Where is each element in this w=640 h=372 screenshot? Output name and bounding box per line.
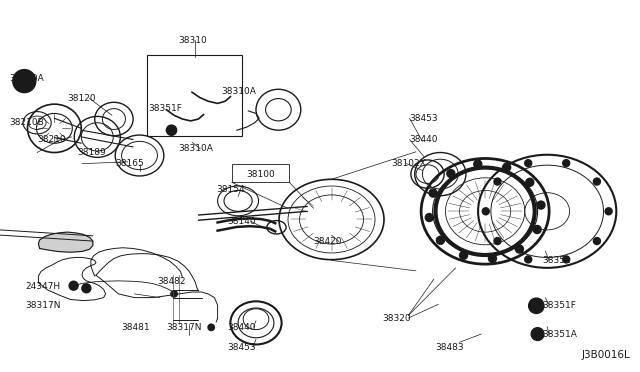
Text: 38100: 38100 [246, 170, 275, 179]
Circle shape [605, 208, 612, 215]
Text: 38310A: 38310A [221, 87, 255, 96]
Text: 38154: 38154 [216, 185, 245, 194]
Text: 38210: 38210 [37, 135, 66, 144]
Circle shape [502, 163, 511, 171]
Text: 38210B: 38210B [9, 118, 44, 127]
Circle shape [474, 160, 482, 168]
Polygon shape [38, 232, 93, 252]
Circle shape [82, 284, 91, 293]
Circle shape [563, 160, 570, 167]
Text: 38351A: 38351A [543, 330, 577, 339]
Circle shape [13, 70, 36, 93]
Circle shape [494, 238, 501, 244]
Text: 38351F: 38351F [148, 105, 182, 113]
Circle shape [426, 214, 433, 221]
Text: 38482: 38482 [157, 278, 186, 286]
Circle shape [494, 178, 501, 185]
Text: 38440: 38440 [410, 135, 438, 144]
Bar [147, 55, 242, 136]
Circle shape [429, 189, 437, 197]
Text: 38165: 38165 [115, 159, 144, 168]
Text: 38189: 38189 [77, 148, 106, 157]
Text: 38310A: 38310A [178, 144, 212, 153]
Text: 38351: 38351 [543, 256, 572, 265]
Circle shape [488, 254, 497, 263]
Text: 38420: 38420 [314, 237, 342, 246]
Circle shape [460, 251, 468, 259]
Text: 38453: 38453 [227, 343, 256, 352]
Text: 38440: 38440 [227, 323, 256, 332]
Text: J3B0016L: J3B0016L [581, 350, 630, 360]
Circle shape [447, 170, 455, 177]
Circle shape [166, 125, 177, 135]
Text: 38317N: 38317N [26, 301, 61, 310]
Circle shape [515, 245, 524, 253]
Text: 38483: 38483 [435, 343, 464, 352]
Circle shape [171, 291, 177, 297]
Text: 38310: 38310 [178, 36, 207, 45]
Text: 38481: 38481 [122, 323, 150, 332]
Text: 38453: 38453 [410, 114, 438, 123]
Circle shape [526, 178, 534, 186]
Text: 38351F: 38351F [543, 301, 577, 310]
Circle shape [208, 324, 214, 331]
Circle shape [593, 238, 600, 244]
Circle shape [531, 328, 544, 340]
Circle shape [483, 208, 489, 215]
Text: 38210A: 38210A [9, 74, 44, 83]
Bar [232, 164, 289, 182]
Circle shape [69, 281, 78, 290]
Text: 38140: 38140 [227, 217, 256, 226]
Circle shape [563, 256, 570, 263]
Circle shape [533, 225, 541, 234]
Circle shape [529, 298, 544, 314]
Circle shape [436, 236, 444, 244]
Circle shape [593, 178, 600, 185]
Text: 38320: 38320 [382, 314, 411, 323]
Text: 38120: 38120 [67, 94, 96, 103]
Circle shape [537, 201, 545, 209]
Circle shape [525, 160, 532, 167]
Text: 38102X: 38102X [392, 159, 426, 168]
Text: 24347H: 24347H [26, 282, 61, 291]
Circle shape [525, 256, 532, 263]
Text: 38317N: 38317N [166, 323, 202, 332]
